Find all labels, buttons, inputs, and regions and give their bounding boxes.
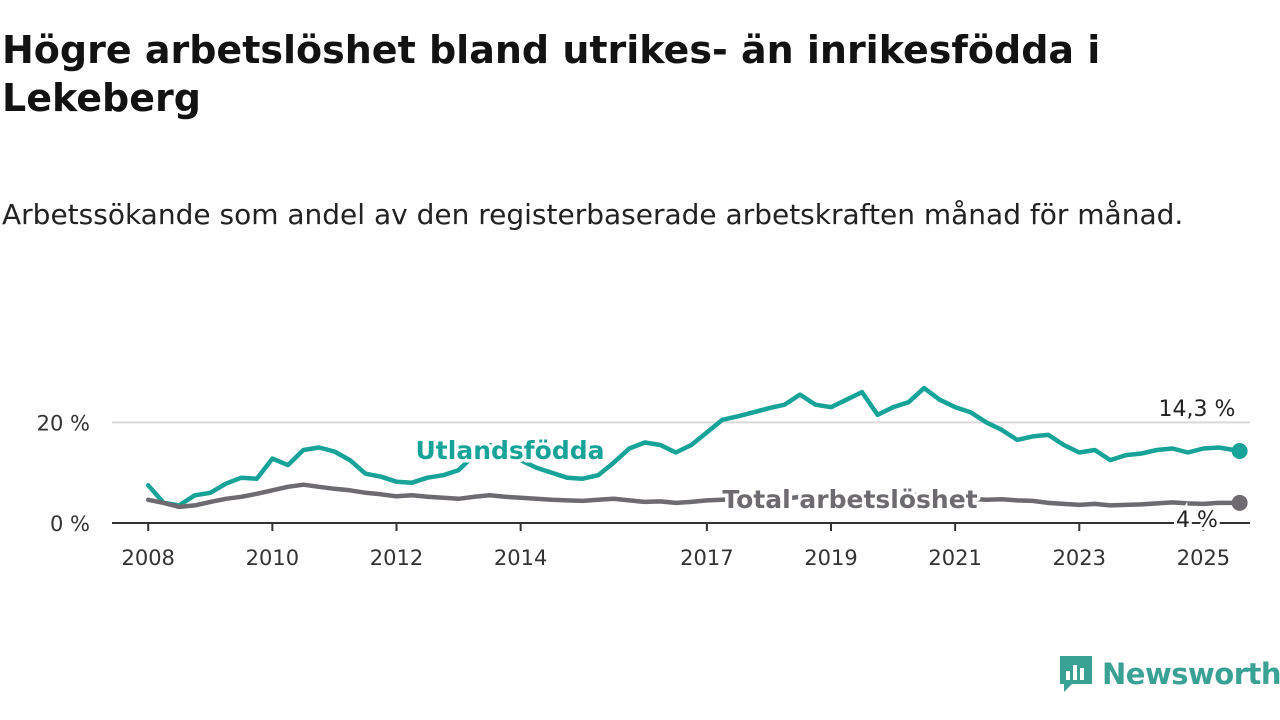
x-tick-label: 2010 bbox=[246, 546, 299, 570]
x-tick-label: 2019 bbox=[804, 546, 857, 570]
x-tick-label: 2012 bbox=[370, 546, 423, 570]
newsworthy-logo: Newsworthy bbox=[1058, 654, 1280, 694]
brand-name: Newsworthy bbox=[1102, 657, 1280, 691]
chart-subtitle: Arbetssökande som andel av den registerb… bbox=[2, 198, 1184, 231]
x-axis: 2008 2010 2012 2014 2017 2019 2021 2023 2025 bbox=[112, 522, 1250, 570]
series-label: Utlandsfödda bbox=[416, 436, 605, 465]
bar-chart-icon bbox=[1060, 656, 1092, 692]
x-tick-label: 2008 bbox=[121, 546, 174, 570]
end-value-label: 4 % bbox=[1176, 508, 1218, 533]
y-axis: 0 % 20 % bbox=[37, 411, 90, 536]
x-tick-label: 2021 bbox=[928, 546, 981, 570]
line-chart: 2008 2010 2012 2014 2017 2019 2021 2023 2025 0 %… bbox=[37, 385, 1250, 570]
x-tick-label: 2014 bbox=[494, 546, 547, 570]
series-lines bbox=[145, 385, 1248, 511]
y-tick-label: 20 % bbox=[37, 411, 90, 435]
series-line-total bbox=[145, 482, 1242, 510]
x-tick-label: 2025 bbox=[1177, 546, 1230, 570]
y-tick-label: 0 % bbox=[50, 512, 90, 536]
series-end-point bbox=[1231, 443, 1248, 460]
series-end-point bbox=[1231, 494, 1248, 511]
x-tick-label: 2017 bbox=[680, 546, 733, 570]
series-line-utlandsfodda bbox=[145, 385, 1242, 508]
series-labels: Utlandsfödda Total arbetslöshet 14,3 % 4 % bbox=[412, 394, 1238, 536]
chart-title: Högre arbetslöshet bland utrikes- än inr… bbox=[2, 28, 1101, 120]
x-tick-label: 2023 bbox=[1053, 546, 1106, 570]
series-label: Total arbetslöshet bbox=[722, 485, 977, 514]
end-value-label: 14,3 % bbox=[1159, 397, 1236, 422]
